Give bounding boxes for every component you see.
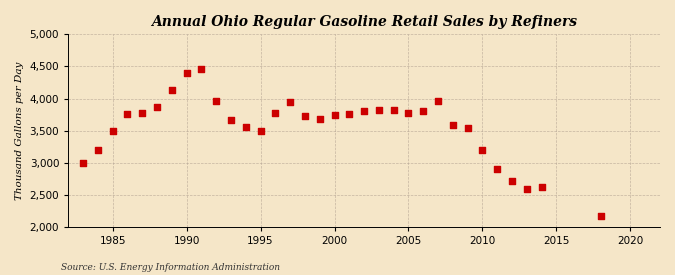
Y-axis label: Thousand Gallons per Day: Thousand Gallons per Day bbox=[15, 62, 24, 200]
Point bbox=[78, 161, 88, 165]
Point bbox=[448, 123, 458, 127]
Point bbox=[536, 185, 547, 189]
Point bbox=[196, 67, 207, 71]
Point bbox=[107, 129, 118, 133]
Point bbox=[152, 105, 163, 109]
Point bbox=[418, 109, 429, 114]
Point bbox=[92, 148, 103, 152]
Title: Annual Ohio Regular Gasoline Retail Sales by Refiners: Annual Ohio Regular Gasoline Retail Sale… bbox=[151, 15, 577, 29]
Point bbox=[122, 112, 133, 116]
Point bbox=[181, 71, 192, 75]
Point bbox=[285, 100, 296, 105]
Point bbox=[358, 109, 369, 114]
Point bbox=[388, 108, 399, 112]
Point bbox=[433, 99, 443, 103]
Point bbox=[492, 167, 503, 172]
Point bbox=[477, 148, 488, 152]
Point bbox=[225, 118, 236, 122]
Point bbox=[255, 129, 266, 133]
Point bbox=[166, 88, 177, 92]
Point bbox=[137, 111, 148, 115]
Text: Source: U.S. Energy Information Administration: Source: U.S. Energy Information Administ… bbox=[61, 263, 279, 272]
Point bbox=[315, 117, 325, 121]
Point bbox=[240, 125, 251, 129]
Point bbox=[344, 112, 354, 116]
Point bbox=[522, 187, 533, 191]
Point bbox=[595, 213, 606, 218]
Point bbox=[300, 114, 310, 118]
Point bbox=[373, 108, 384, 112]
Point bbox=[403, 111, 414, 115]
Point bbox=[329, 113, 340, 117]
Point bbox=[270, 111, 281, 116]
Point bbox=[462, 126, 473, 130]
Point bbox=[507, 179, 518, 183]
Point bbox=[211, 99, 221, 103]
